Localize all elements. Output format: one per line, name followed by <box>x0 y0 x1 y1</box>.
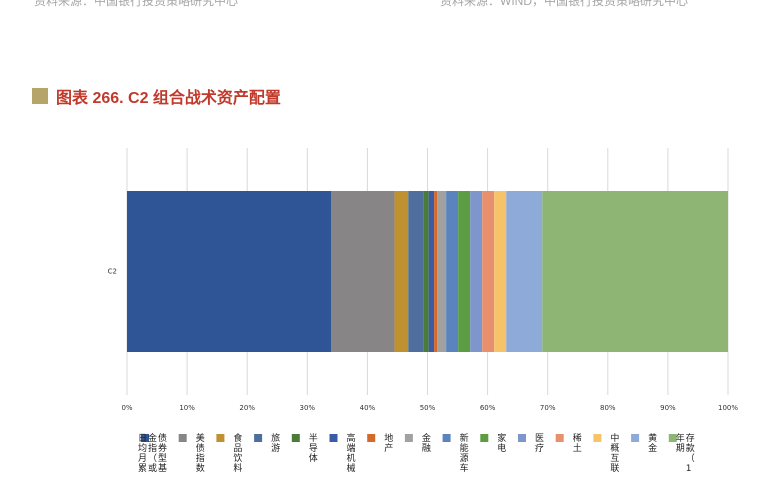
legend-label: 金融 <box>422 432 431 454</box>
x-tick-label: 10% <box>179 404 195 412</box>
legend-marker <box>442 434 451 442</box>
x-tick-label: 60% <box>480 404 496 412</box>
bar-segment <box>494 191 507 352</box>
legend-marker <box>291 434 300 442</box>
legend-label: 医疗 <box>535 433 544 454</box>
figure-title-row: 图表 266. C2 组合战术资产配置 <box>32 86 281 107</box>
legend-marker <box>404 434 413 442</box>
legend-marker <box>555 434 564 442</box>
title-square-icon <box>32 88 48 104</box>
figure-title: 图表 266. C2 组合战术资产配置 <box>56 90 281 107</box>
legend-label: 地产 <box>384 432 393 454</box>
legend-label: 美债指数 <box>196 432 205 474</box>
legend-marker <box>216 434 225 442</box>
legend-label: 黄金 <box>648 432 657 454</box>
x-tick-label: 90% <box>660 404 676 412</box>
legend-marker <box>631 434 640 442</box>
bar-segment <box>458 191 471 352</box>
x-tick-label: 0% <box>121 404 132 412</box>
legend-marker <box>141 434 149 442</box>
legend-label: 旅游 <box>271 432 280 454</box>
bar-segment <box>482 191 495 352</box>
legend-label: 家电 <box>497 432 506 454</box>
source-note-left: 资料来源：中国银行投资策略研究中心 <box>34 0 239 8</box>
category-label: C2 <box>108 268 117 276</box>
legend-label: 新能源车 <box>460 432 469 474</box>
bar-segment <box>127 191 332 352</box>
legend-marker <box>518 434 526 442</box>
legend-label: 稀土 <box>573 432 582 454</box>
bar-segment <box>437 191 447 352</box>
bar-segment <box>470 191 483 352</box>
legend-label: 高端机械 <box>347 432 356 474</box>
legend-marker <box>593 434 602 442</box>
bar-segment <box>394 191 409 352</box>
legend-marker <box>254 434 263 442</box>
legend-marker <box>178 434 187 442</box>
legend-label: 食品饮料 <box>233 432 242 474</box>
legend-marker <box>668 434 677 442</box>
legend-label: 存款（ 1年期 <box>676 432 695 474</box>
bar-segment <box>434 191 438 352</box>
legend-marker <box>367 434 376 442</box>
x-tick-label: 80% <box>600 404 616 412</box>
x-tick-label: 100% <box>718 404 738 412</box>
legend-marker <box>329 434 338 442</box>
bar-segment <box>428 191 435 352</box>
legend-marker <box>480 434 489 442</box>
bar-segment <box>423 191 429 352</box>
legend-label: 中概互联 <box>610 432 619 474</box>
bar-segment <box>506 191 543 352</box>
bar-segment <box>446 191 459 352</box>
bar-segment <box>408 191 424 352</box>
x-tick-label: 70% <box>540 404 556 412</box>
bar-segment <box>331 191 395 352</box>
source-note-right: 资料来源：WIND，中国银行投资策略研究中心 <box>440 0 688 8</box>
x-tick-label: 30% <box>300 404 316 412</box>
x-tick-label: 40% <box>360 404 376 412</box>
x-tick-label: 20% <box>239 404 255 412</box>
bar-segment <box>542 191 728 352</box>
legend-label: 债券型基金指（或日均月累 <box>138 432 167 474</box>
x-tick-label: 50% <box>420 404 436 412</box>
legend-label: 半导体 <box>309 432 318 464</box>
